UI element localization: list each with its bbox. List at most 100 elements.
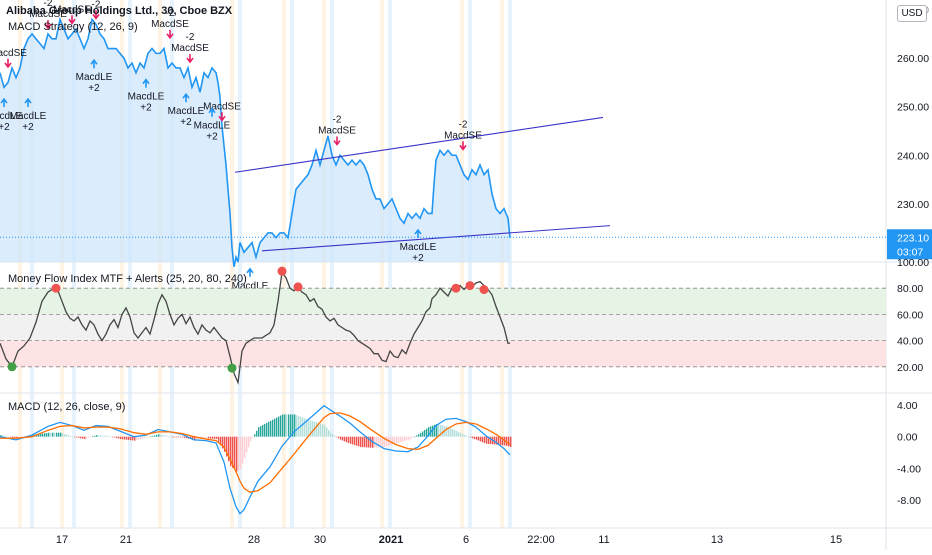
macd-histogram-bar [272, 419, 274, 437]
macd-histogram-bar [312, 421, 314, 437]
session-band-orange [158, 0, 162, 528]
macd-histogram-bar [250, 436, 252, 442]
macd-histogram-bar [500, 436, 502, 446]
time-axis-tick: 22:00 [527, 534, 555, 546]
macd-histogram-bar [472, 436, 474, 439]
mfi-overbought-alert-dot [465, 281, 475, 291]
macd-histogram-bar [130, 436, 132, 441]
macd-histogram-bar [392, 436, 394, 445]
macd-histogram-bar [72, 436, 74, 438]
macd-histogram-bar [242, 436, 244, 464]
macd-histogram-bar [78, 436, 80, 438]
macd-histogram-bar [476, 436, 478, 440]
macd-histogram-bar [102, 435, 104, 437]
short-entry-arrow [218, 112, 226, 122]
long-entry-label: +2 [180, 117, 192, 128]
macd-histogram-bar [322, 424, 324, 437]
time-axis-tick: 30 [314, 534, 326, 546]
macd-histogram-bar [486, 436, 488, 444]
macd-histogram-bar [326, 427, 328, 437]
macd-axis-tick: 4.00 [897, 400, 918, 412]
macd-histogram-bar [466, 435, 468, 437]
short-entry-label: MacdSE [444, 130, 482, 141]
macd-histogram-bar [488, 436, 490, 444]
macd-histogram-bar [344, 436, 346, 442]
macd-histogram-bar [234, 436, 236, 470]
mfi-overbought-alert-dot [51, 283, 61, 293]
last-price-badge [887, 229, 932, 260]
macd-histogram-bar [292, 414, 294, 437]
macd-legend[interactable]: MACD (12, 26, close, 9) [8, 401, 126, 413]
macd-histogram-bar [140, 436, 142, 440]
macd-histogram-bar [374, 436, 376, 448]
macd-histogram-bar [462, 433, 464, 437]
long-entry-arrow [90, 58, 98, 69]
short-entry-arrow [333, 136, 341, 146]
long-entry-label: MacdLE [128, 92, 165, 103]
macd-histogram-bar [348, 436, 350, 444]
macd-histogram-bar [118, 436, 120, 439]
macd-histogram-bar [228, 436, 230, 462]
macd-histogram-bar [158, 434, 160, 437]
macd-histogram-bar [334, 435, 336, 437]
short-entry-arrow [4, 58, 12, 69]
macd-histogram-bar [448, 427, 450, 437]
session-band-blue [170, 0, 174, 528]
macd-histogram-bar [434, 424, 436, 437]
macd-histogram-bar [80, 436, 82, 439]
macd-histogram-bar [92, 436, 94, 438]
macd-histogram-bar [470, 436, 472, 438]
macd-histogram-bar [356, 436, 358, 446]
macd-histogram-bar [70, 436, 72, 437]
time-axis-tick: 13 [711, 534, 723, 546]
macd-histogram-bar [124, 436, 126, 440]
macd-histogram-bar [474, 436, 476, 440]
macd-histogram-bar [358, 436, 360, 447]
currency-badge[interactable]: USD [897, 5, 927, 22]
long-entry-label: MacdLE [10, 111, 47, 122]
session-band-orange [18, 0, 22, 528]
macd-histogram-bar [262, 425, 264, 437]
mfi-legend[interactable]: Money Flow Index MTF + Alerts (25, 20, 8… [8, 273, 247, 285]
long-entry-arrow [414, 228, 422, 239]
macd-histogram-bar [216, 436, 218, 440]
macd-histogram-bar [106, 435, 108, 437]
macd-histogram-bar [480, 436, 482, 442]
session-band-blue [290, 0, 294, 528]
session-band-blue [128, 0, 132, 528]
macd-histogram-bar [332, 434, 334, 437]
macd-histogram-bar [116, 436, 118, 438]
macd-histogram-bar [134, 436, 136, 441]
macd-histogram-bar [260, 426, 262, 437]
long-entry-label: +2 [22, 122, 34, 133]
macd-histogram-bar [166, 435, 168, 437]
session-band-orange [120, 0, 124, 528]
macd-histogram-bar [2, 435, 4, 437]
macd-histogram-bar [306, 419, 308, 437]
macd-histogram-bar [172, 436, 174, 438]
macd-histogram-bar [396, 436, 398, 444]
long-entry-label: MacdLE [76, 72, 113, 83]
macd-histogram-bar [184, 436, 186, 438]
macd-histogram-bar [370, 436, 372, 448]
macd-histogram-bar [282, 414, 284, 437]
macd-histogram-bar [248, 436, 250, 447]
macd-histogram-bar [46, 433, 48, 437]
macd-histogram-bar [122, 436, 124, 440]
macd-histogram-bar [258, 427, 260, 437]
macd-histogram-bar [438, 424, 440, 437]
short-entry-label: -2 [459, 119, 468, 130]
macd-histogram-bar [226, 436, 228, 457]
macd-histogram-bar [62, 433, 64, 437]
strategy-legend[interactable]: MACD Strategy (12, 26, 9) [8, 21, 138, 33]
macd-histogram-bar [354, 436, 356, 446]
mfi-overbought-alert-dot [293, 282, 303, 292]
short-entry-arrow [459, 141, 467, 151]
session-band-blue [30, 0, 34, 528]
macd-histogram-bar [324, 424, 326, 437]
macd-histogram-bar [0, 435, 2, 437]
short-entry-arrow [186, 54, 194, 64]
macd-histogram-bar [296, 415, 298, 437]
